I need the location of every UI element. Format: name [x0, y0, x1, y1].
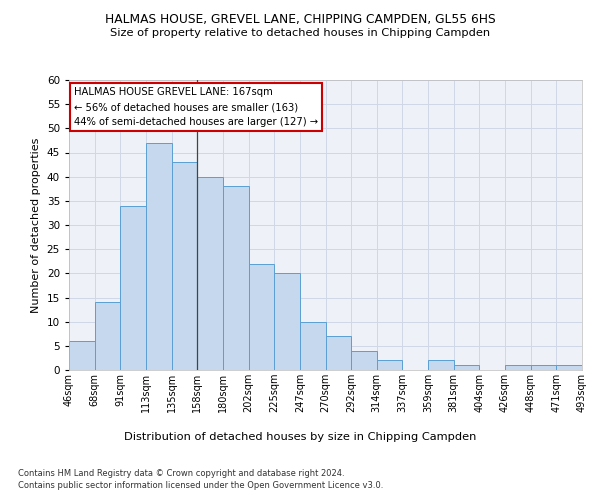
- Text: Distribution of detached houses by size in Chipping Campden: Distribution of detached houses by size …: [124, 432, 476, 442]
- Bar: [248, 264, 274, 370]
- Bar: [377, 360, 403, 370]
- Bar: [197, 176, 223, 370]
- Text: Contains public sector information licensed under the Open Government Licence v3: Contains public sector information licen…: [18, 481, 383, 490]
- Text: Size of property relative to detached houses in Chipping Campden: Size of property relative to detached ho…: [110, 28, 490, 38]
- Bar: [69, 341, 95, 370]
- Bar: [274, 274, 300, 370]
- Bar: [454, 365, 479, 370]
- Bar: [95, 302, 121, 370]
- Bar: [531, 365, 556, 370]
- Bar: [146, 143, 172, 370]
- Bar: [325, 336, 351, 370]
- Bar: [428, 360, 454, 370]
- Y-axis label: Number of detached properties: Number of detached properties: [31, 138, 41, 312]
- Bar: [121, 206, 146, 370]
- Text: HALMAS HOUSE, GREVEL LANE, CHIPPING CAMPDEN, GL55 6HS: HALMAS HOUSE, GREVEL LANE, CHIPPING CAMP…: [104, 12, 496, 26]
- Bar: [223, 186, 248, 370]
- Text: HALMAS HOUSE GREVEL LANE: 167sqm
← 56% of detached houses are smaller (163)
44% : HALMAS HOUSE GREVEL LANE: 167sqm ← 56% o…: [74, 87, 318, 127]
- Text: Contains HM Land Registry data © Crown copyright and database right 2024.: Contains HM Land Registry data © Crown c…: [18, 469, 344, 478]
- Bar: [300, 322, 325, 370]
- Bar: [351, 350, 377, 370]
- Bar: [172, 162, 197, 370]
- Bar: [556, 365, 582, 370]
- Bar: [505, 365, 531, 370]
